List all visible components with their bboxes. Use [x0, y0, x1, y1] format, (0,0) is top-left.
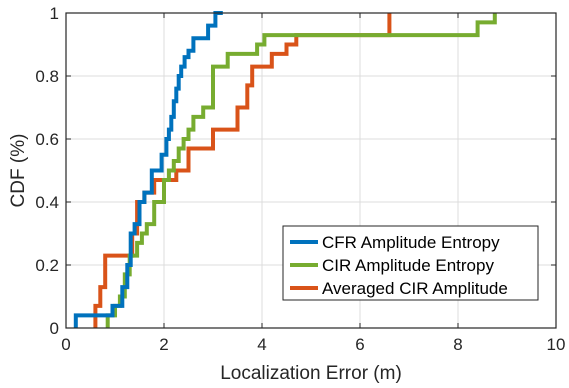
y-tick-label: 0.2: [35, 256, 59, 275]
axis-ticks: [65, 12, 557, 329]
plot-frame: [65, 12, 557, 329]
series-line-cfr-amplitude-entropy: [73, 11, 223, 328]
y-tick-label: 0.4: [35, 193, 59, 212]
x-tick-labels: 0 2 4 6 8 10: [61, 335, 565, 354]
x-tick-label: 10: [547, 335, 566, 354]
y-tick-label: 0.6: [35, 130, 59, 149]
y-tick-label: 0.8: [35, 67, 59, 86]
x-tick-label: 0: [61, 335, 70, 354]
legend-label: CIR Amplitude Entropy: [322, 256, 494, 275]
legend-label: CFR Amplitude Entropy: [322, 233, 500, 252]
y-tick-label: 0: [50, 319, 59, 338]
x-tick-label: 2: [159, 335, 168, 354]
legend-label: Averaged CIR Amplitude: [322, 279, 508, 298]
series-lines: [73, 11, 497, 328]
y-tick-labels: 0 0.2 0.4 0.6 0.8 1: [35, 4, 59, 338]
y-axis-label: CDF (%): [8, 134, 29, 208]
legend-items: CFR Amplitude Entropy CIR Amplitude Entro…: [290, 233, 508, 298]
x-axis-label: Localization Error (m): [220, 363, 402, 384]
x-tick-label: 6: [355, 335, 364, 354]
series-line-averaged-cir-amplitude: [93, 13, 392, 328]
x-tick-label: 8: [453, 335, 462, 354]
y-tick-label: 1: [50, 4, 59, 23]
x-tick-label: 4: [257, 335, 266, 354]
legend: CFR Amplitude Entropy CIR Amplitude Entro…: [282, 225, 539, 301]
series-line-cir-amplitude-entropy: [105, 13, 497, 328]
grid-lines: [66, 13, 556, 328]
legend-box: [282, 225, 539, 301]
